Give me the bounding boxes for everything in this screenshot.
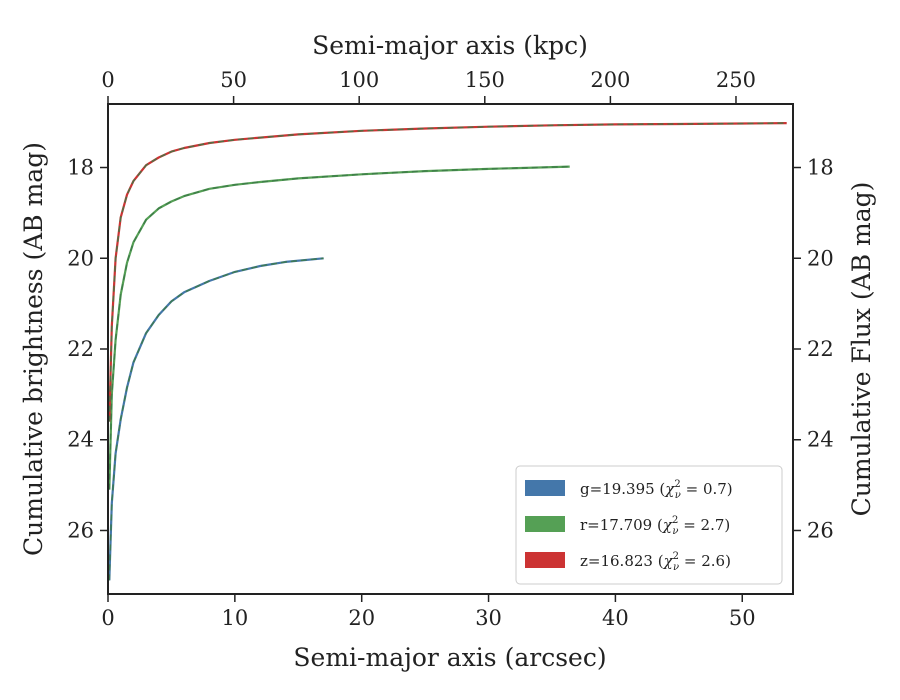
y-tick-label-2: 22: [67, 337, 94, 361]
legend-swatch-1: [525, 516, 565, 532]
top-x-tick-label-0: 0: [101, 68, 114, 92]
top-x-tick-label-2: 100: [339, 68, 379, 92]
x-tick-label-1: 10: [221, 606, 248, 630]
legend-label-2: z=16.823 (χ2 ν = 2.6): [580, 551, 731, 573]
x-axis-label: Semi-major axis (arcsec): [293, 643, 606, 672]
legend-swatch-2: [525, 552, 565, 568]
legend-swatch-0: [525, 480, 565, 496]
legend: g=19.395 (χ2 ν = 0.7) r=17.709 (χ2 ν = 2.7)…: [515, 465, 783, 585]
x-tick-label-4: 40: [602, 606, 629, 630]
y-axis-label: Cumulative brightness (AB mag): [19, 142, 48, 556]
top-x-tick-label-4: 200: [590, 68, 630, 92]
right-y-tick-label-0: 18: [807, 156, 834, 180]
top-x-axis-label: Semi-major axis (kpc): [312, 31, 588, 60]
right-y-tick-label-2: 22: [807, 337, 834, 361]
x-tick-label-5: 50: [729, 606, 756, 630]
right-y-tick-label-1: 20: [807, 246, 834, 270]
series-model-line-0: [108, 257, 324, 581]
x-tick-label-2: 20: [348, 606, 375, 630]
right-y-tick-label-4: 26: [807, 518, 834, 542]
top-x-tick-label-5: 250: [716, 68, 756, 92]
x-tick-label-3: 30: [475, 606, 502, 630]
y-tick-label-0: 18: [67, 156, 94, 180]
legend-label-1: r=17.709 (χ2 ν = 2.7): [580, 515, 730, 537]
y-tick-label-3: 24: [67, 428, 94, 452]
top-x-tick-label-3: 150: [465, 68, 505, 92]
right-y-axis-label: Cumulative Flux (AB mag): [847, 182, 876, 517]
y-tick-label-1: 20: [67, 246, 94, 270]
series-model-line-1: [108, 165, 570, 490]
legend-label-0: g=19.395 (χ2 ν = 0.7): [580, 479, 733, 501]
top-x-tick-label-1: 50: [220, 68, 247, 92]
plot-series-group: [108, 122, 787, 581]
x-tick-label-0: 0: [101, 606, 114, 630]
series-model-line-2: [108, 122, 787, 422]
ticks-group: 0 10 20 30 40 50 0 50 100 150 200 250 18 18 20 20 22 22 24…: [67, 68, 833, 630]
right-y-tick-label-3: 24: [807, 428, 834, 452]
y-tick-label-4: 26: [67, 518, 94, 542]
legend-box: [515, 465, 783, 585]
